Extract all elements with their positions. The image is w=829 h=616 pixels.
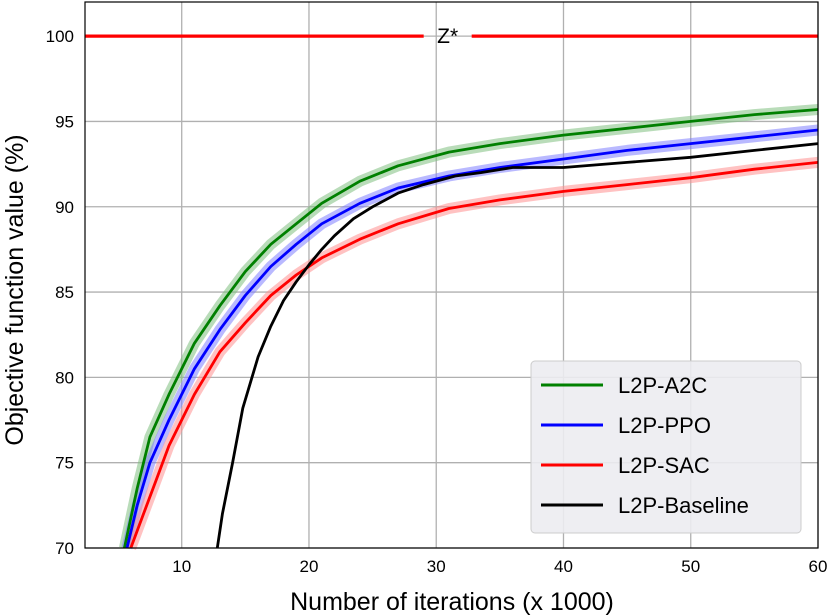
x-tick-label: 30 [427, 557, 446, 576]
plot-frame [84, 1, 819, 549]
y-tick-label: 90 [55, 198, 74, 217]
y-tick-label: 70 [55, 539, 74, 558]
x-axis-title: Number of iterations (x 1000) [290, 588, 614, 616]
series-lines [123, 108, 819, 549]
y-tick-label: 95 [55, 112, 74, 131]
series-line [215, 142, 819, 549]
legend-box [530, 360, 802, 534]
y-tick-label: 80 [55, 368, 74, 387]
legend-label: L2P-SAC [618, 453, 710, 478]
y-axis-title: Objective function value (%) [1, 134, 29, 445]
legend-label: L2P-Baseline [618, 493, 749, 518]
reference-line: Z* [85, 25, 818, 48]
y-tick-label: 85 [55, 283, 74, 302]
x-tick-label: 10 [172, 557, 191, 576]
x-tick-label: 60 [809, 557, 828, 576]
x-tick-label: 50 [681, 557, 700, 576]
y-tick-label: 75 [55, 454, 74, 473]
series-line [129, 161, 819, 549]
x-tick-label: 20 [300, 557, 319, 576]
x-tick-label: 40 [554, 557, 573, 576]
legend-label: L2P-PPO [618, 413, 711, 438]
legend: L2P-A2C L2P-PPO L2P-SAC L2P-Baseline [530, 360, 802, 534]
y-tick-label: 100 [46, 27, 74, 46]
reference-label: Z* [437, 25, 458, 48]
y-tick-labels: 70 75 80 85 90 95 100 [46, 27, 74, 558]
series-line [123, 108, 819, 549]
x-tick-labels: 10 20 30 40 50 60 [172, 557, 827, 576]
legend-label: L2P-A2C [618, 373, 707, 398]
series-line [125, 128, 819, 549]
